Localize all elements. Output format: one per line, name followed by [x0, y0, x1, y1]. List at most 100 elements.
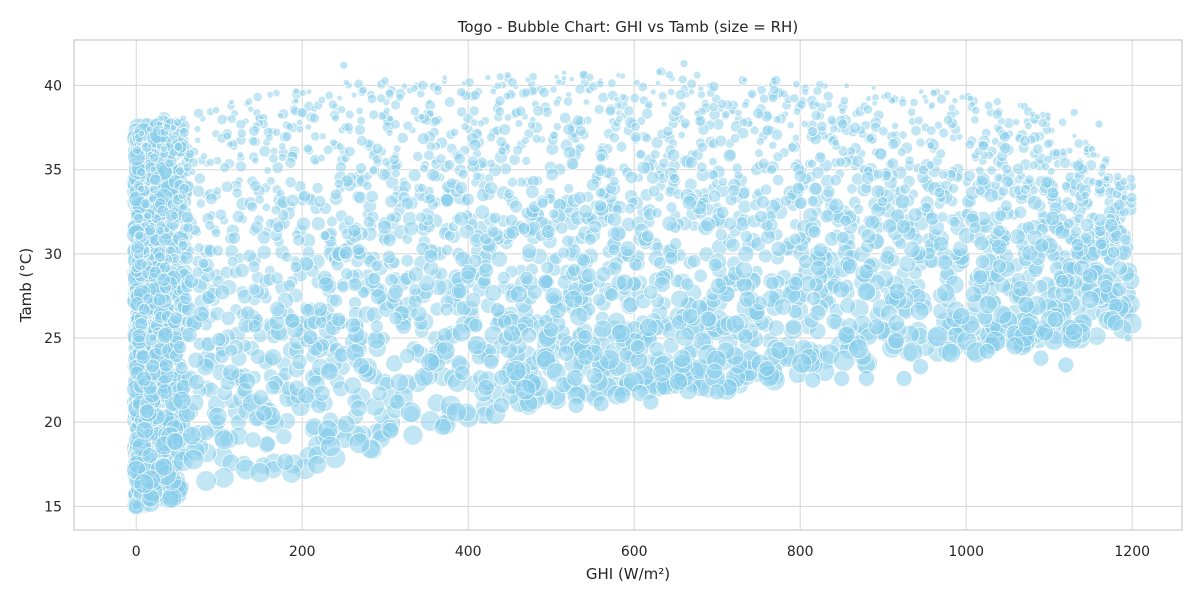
bubble-point — [483, 353, 500, 370]
bubble-point — [136, 184, 146, 194]
bubble-point — [163, 122, 172, 132]
bubble-point — [338, 245, 354, 261]
bubble-point — [717, 98, 728, 109]
bubble-point — [604, 287, 619, 302]
bubble-point — [899, 183, 911, 195]
bubble-point — [313, 195, 327, 208]
bubble-point — [416, 89, 426, 99]
bubble-point — [793, 169, 808, 183]
bubble-point — [936, 93, 947, 105]
bubble-point — [774, 297, 792, 316]
bubble-point — [407, 168, 422, 183]
bubble-point — [559, 111, 572, 124]
y-tick-labels: 15 20 25 30 35 40 — [44, 78, 62, 515]
bubble-point — [149, 152, 160, 163]
bubble-point — [456, 87, 467, 98]
bubble-point — [810, 259, 827, 277]
bubble-point — [286, 193, 300, 208]
bubble-point — [992, 224, 1006, 238]
bubble-point — [887, 138, 900, 151]
bubble-point — [561, 69, 568, 76]
bubble-point — [972, 269, 989, 285]
bubble-point — [648, 341, 665, 358]
bubble-point — [838, 106, 847, 115]
bubble-point — [839, 214, 852, 227]
bubble-point — [472, 171, 482, 182]
bubble-point — [592, 395, 610, 413]
bubble-point — [643, 284, 659, 300]
bubble-point — [141, 447, 159, 464]
bubble-point — [417, 112, 426, 121]
bubble-point — [895, 219, 912, 235]
bubble-point — [454, 364, 471, 381]
bubble-point — [829, 174, 842, 187]
bubble-point — [400, 196, 415, 211]
bubble-point — [178, 182, 190, 195]
bubble-point — [677, 130, 686, 140]
bubble-point — [409, 106, 420, 117]
bubble-point — [560, 75, 567, 82]
bubble-point — [419, 163, 429, 174]
bubble-point — [484, 284, 503, 302]
bubble-point — [159, 261, 172, 274]
bubble-point — [484, 181, 499, 195]
bubble-point — [1112, 260, 1128, 276]
bubble-point — [572, 114, 585, 127]
bubble-point — [177, 240, 189, 252]
bubble-point — [915, 137, 926, 148]
bubble-point — [496, 270, 511, 285]
bubble-point — [149, 173, 162, 186]
bubble-point — [356, 135, 368, 147]
bubble-point — [1111, 281, 1127, 298]
bubble-point — [370, 259, 383, 272]
bubble-point — [461, 192, 475, 207]
bubble-point — [372, 154, 383, 165]
bubble-point — [1059, 157, 1072, 170]
bubble-point — [565, 157, 580, 171]
bubble-point — [247, 282, 261, 296]
bubble-point — [872, 168, 884, 180]
bubble-point — [133, 473, 155, 495]
bubble-point — [1046, 311, 1064, 329]
bubble-point — [768, 140, 778, 150]
bubble-point — [388, 153, 400, 166]
bubble-point — [927, 325, 949, 348]
bubble-point — [812, 86, 823, 96]
bubble-point — [886, 157, 900, 170]
bubble-point — [809, 304, 827, 322]
bubble-point — [562, 145, 577, 160]
bubble-point — [767, 319, 785, 337]
bubble-point — [407, 266, 424, 283]
bubble-point — [576, 253, 591, 268]
bubble-point — [362, 215, 376, 229]
bubble-point — [182, 425, 202, 446]
bubble-point — [494, 95, 506, 107]
bubble-point — [289, 261, 302, 274]
bubble-point — [497, 146, 507, 156]
bubble-point — [593, 319, 613, 339]
bubble-point — [339, 60, 349, 70]
bubble-point — [134, 230, 145, 241]
bubble-point — [715, 205, 730, 220]
bubble-point — [181, 326, 198, 344]
x-tick-label: 0 — [132, 544, 141, 560]
bubble-point — [236, 151, 245, 159]
bubble-point — [666, 148, 681, 162]
bubble-point — [222, 363, 241, 382]
bubble-point — [402, 120, 413, 131]
bubble-point — [784, 318, 802, 336]
bubble-point — [760, 183, 773, 196]
bubble-point — [990, 137, 1000, 146]
bubble-point — [932, 235, 950, 253]
bubble-point — [457, 168, 469, 180]
bubble-point — [385, 88, 395, 98]
bubble-point — [536, 197, 549, 210]
bubble-point — [754, 209, 768, 224]
bubble-point — [971, 106, 981, 116]
bubble-point — [607, 78, 617, 88]
bubble-point — [973, 235, 990, 252]
bubble-point — [1020, 184, 1031, 195]
bubble-point — [249, 462, 271, 484]
bubble-point — [436, 327, 453, 343]
bubble-point — [1032, 349, 1050, 367]
